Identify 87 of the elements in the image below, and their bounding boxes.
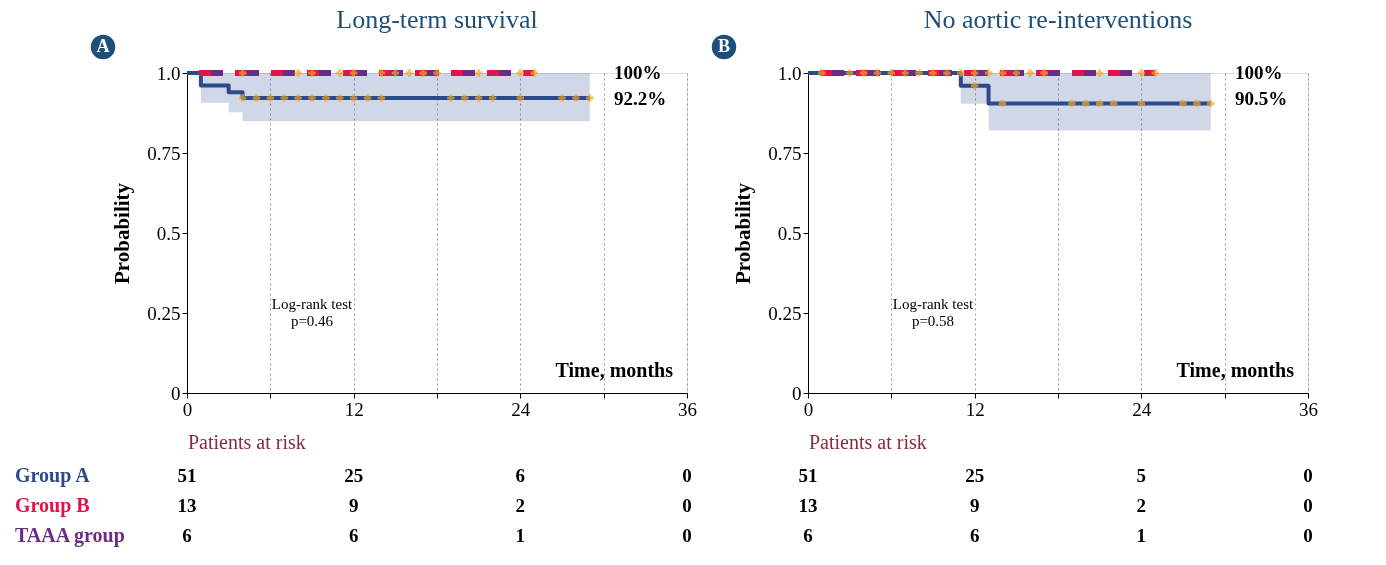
point [818,69,826,77]
text: 0 [1303,525,1313,546]
text: 2 [515,495,526,516]
text: 6 [182,525,192,546]
point [901,69,909,77]
text: 0 [1303,465,1313,486]
text: Patients at risk [188,431,306,453]
x-axis-title: Time, months [555,359,674,381]
text: 6 [515,465,526,486]
point [984,69,993,77]
point [1137,99,1146,108]
point [1151,69,1159,77]
text: 51 [798,465,818,486]
text: 6 [969,525,980,546]
y-tick-label: 0.25 [147,302,181,324]
y-tick-label: 0.25 [768,302,802,324]
x-tick-label: 12 [965,398,985,420]
point [887,69,896,77]
point [998,69,1007,77]
y-tick-label: 0.5 [156,222,181,244]
text: 25 [344,465,364,486]
text: 5 [1136,465,1147,486]
y-tick-label: 0 [171,382,181,404]
annotation: 100% [614,62,662,83]
point [859,69,868,77]
point [1207,99,1215,108]
x-tick-label: 12 [344,398,364,420]
text: B [717,36,731,56]
point [1082,99,1090,108]
point [845,69,854,77]
x-tick-label: 36 [678,398,697,420]
point [1109,99,1118,108]
text: Patients at risk [809,431,927,453]
point [970,82,979,90]
y-tick-label: 0.75 [147,142,181,164]
point [970,69,979,77]
point [1095,69,1104,77]
y-tick-label: 0.5 [777,222,802,244]
annotation: 100% [1235,62,1283,83]
point [1095,99,1104,108]
annotation: 92.2% [614,88,667,109]
x-tick-label: 24 [1132,398,1152,420]
point [1040,69,1048,77]
y-tick-label: 0 [792,382,802,404]
text: 25 [965,465,985,486]
text: 9 [348,495,359,516]
y-tick-label: 1.0 [156,62,181,84]
text: 13 [177,495,197,516]
y-tick-label: 0.75 [768,142,802,164]
x-tick-label: 24 [511,398,531,420]
text: 0 [682,495,692,516]
text: 51 [177,465,197,486]
text: 9 [969,495,980,516]
point [1179,99,1187,108]
text: 1 [515,525,526,546]
annotation: 90.5% [1235,88,1288,109]
point [998,99,1007,108]
y-axis-title: Probability [731,182,756,285]
text: 0 [682,525,692,546]
text: 6 [348,525,359,546]
point [915,69,923,77]
text: Group A [15,464,91,487]
point [1068,99,1076,108]
text: 1 [1136,525,1147,546]
point [943,69,951,77]
text: 0 [1303,495,1313,516]
point [1026,69,1034,77]
point [873,69,882,77]
x-axis-title: Time, months [1176,359,1295,381]
point [1012,69,1021,77]
text: 2 [1136,495,1147,516]
text: 0 [682,465,692,486]
text: Group B [15,494,90,517]
text: A [96,36,110,56]
point [1193,99,1201,108]
text: 13 [798,495,818,516]
point [957,69,965,77]
annotation: Log-rank test p=0.58 [892,296,975,329]
x-tick-label: 36 [1299,398,1318,420]
point [1137,69,1146,77]
y-axis-title: Probability [110,182,135,285]
text: TAAA group [15,524,125,547]
text: 6 [803,525,813,546]
annotation: Log-rank test p=0.46 [271,296,354,329]
chart-title: No aortic re-interventions [923,4,1193,34]
chart-title: Long-term survival [336,4,538,34]
y-tick-label: 1.0 [777,62,802,84]
